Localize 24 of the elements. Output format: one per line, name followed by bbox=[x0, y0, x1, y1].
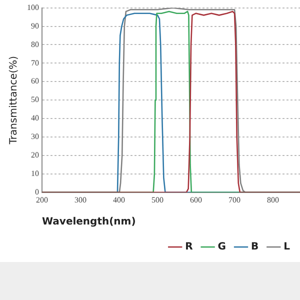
y-tick-label: 50 bbox=[31, 95, 39, 104]
x-tick-label: 200 bbox=[36, 195, 48, 204]
y-tick-label: 80 bbox=[31, 40, 39, 49]
legend-label: L bbox=[284, 242, 291, 253]
legend-label: R bbox=[185, 242, 194, 253]
y-axis-title: Transmittance(%) bbox=[8, 56, 20, 146]
legend-label: G bbox=[218, 242, 226, 253]
y-tick-label: 90 bbox=[31, 21, 39, 30]
y-tick-label: 100 bbox=[27, 2, 39, 12]
x-tick-label: 500 bbox=[152, 195, 164, 204]
y-tick-label: 60 bbox=[31, 76, 39, 86]
y-tick-label: 20 bbox=[31, 150, 39, 160]
y-tick-label: 30 bbox=[31, 132, 39, 142]
y-tick-label: 10 bbox=[31, 169, 39, 178]
x-tick-label: 700 bbox=[228, 195, 241, 204]
x-tick-label: 400 bbox=[113, 195, 126, 204]
x-tick-label: 300 bbox=[74, 195, 87, 204]
y-tick-label: 70 bbox=[31, 58, 39, 68]
y-tick-label: 40 bbox=[31, 114, 39, 123]
y-tick-label: 0 bbox=[35, 187, 39, 196]
x-tick-label: 600 bbox=[190, 195, 202, 204]
x-tick-label: 800 bbox=[267, 195, 280, 204]
x-axis-title: Wavelength(nm) bbox=[42, 216, 136, 228]
legend-label: B bbox=[251, 242, 259, 253]
